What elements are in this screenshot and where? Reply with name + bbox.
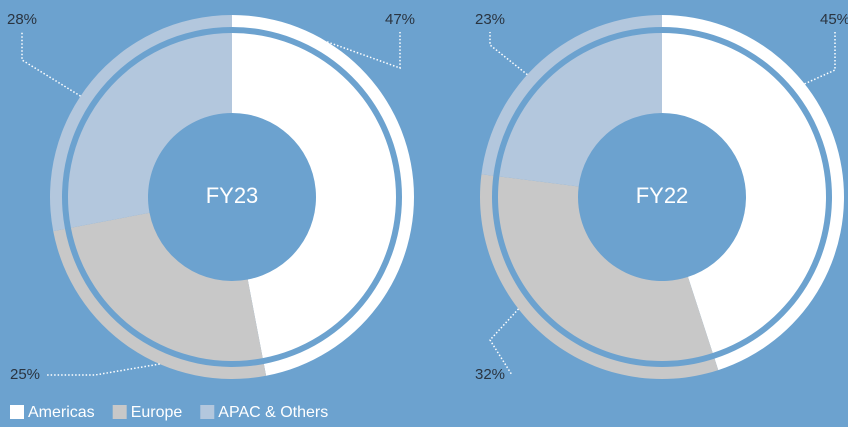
leader-line xyxy=(326,32,401,70)
donut-segment xyxy=(67,32,232,228)
donut-ring-segment xyxy=(481,15,662,176)
value-label: 28% xyxy=(7,11,37,28)
value-label: 32% xyxy=(475,366,505,383)
value-label: 47% xyxy=(385,11,415,28)
leader-line xyxy=(489,32,528,76)
donut-title: FY22 xyxy=(636,183,689,208)
legend-label: Europe xyxy=(131,404,183,421)
leader-line xyxy=(804,32,836,85)
donut-segment xyxy=(70,212,263,361)
donut-segment xyxy=(499,33,662,187)
leader-line xyxy=(489,308,520,376)
donut-ring-segment xyxy=(53,228,267,379)
leader-line xyxy=(47,363,160,376)
value-label: 23% xyxy=(475,11,505,28)
legend-label: Americas xyxy=(28,404,95,421)
donut-ring-segment xyxy=(480,174,719,379)
donut-title: FY23 xyxy=(206,183,259,208)
legend-label: APAC & Others xyxy=(218,404,328,421)
legend-swatch xyxy=(112,405,127,419)
donut-segment xyxy=(662,33,826,353)
value-label: 25% xyxy=(10,366,40,383)
legend-swatch xyxy=(200,405,215,419)
donut-segment xyxy=(232,33,396,359)
legend-swatch xyxy=(10,405,24,419)
donut-segment xyxy=(497,176,713,361)
value-label: 45% xyxy=(820,11,848,28)
